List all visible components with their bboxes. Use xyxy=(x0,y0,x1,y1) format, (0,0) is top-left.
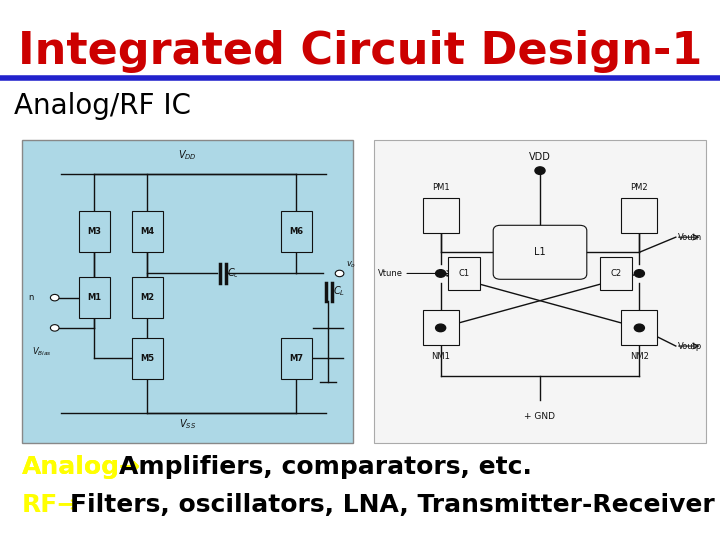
Text: C1: C1 xyxy=(458,269,469,278)
Circle shape xyxy=(436,324,446,332)
Circle shape xyxy=(634,324,644,332)
Text: $V_{DD}$: $V_{DD}$ xyxy=(178,148,197,161)
Text: Filters, oscillators, LNA, Transmitter-Receiver etc.: Filters, oscillators, LNA, Transmitter-R… xyxy=(70,493,720,517)
Bar xyxy=(448,257,480,289)
Text: M2: M2 xyxy=(140,293,155,302)
Text: PM2: PM2 xyxy=(631,183,648,192)
Text: Voutp: Voutp xyxy=(678,341,702,350)
Text: M4: M4 xyxy=(140,227,155,235)
Bar xyxy=(132,277,163,318)
Text: $v_o$: $v_o$ xyxy=(346,260,356,271)
Text: Analog→: Analog→ xyxy=(22,455,140,479)
Text: VDD: VDD xyxy=(529,152,551,163)
Bar xyxy=(621,310,657,345)
Text: RF→: RF→ xyxy=(22,493,79,517)
Text: + GND: + GND xyxy=(524,412,556,421)
Bar xyxy=(621,198,657,233)
Bar xyxy=(22,140,353,443)
FancyBboxPatch shape xyxy=(493,225,587,279)
Text: Amplifiers, comparators, etc.: Amplifiers, comparators, etc. xyxy=(119,455,531,479)
Text: M3: M3 xyxy=(87,227,102,235)
Text: PM1: PM1 xyxy=(432,183,449,192)
Circle shape xyxy=(50,325,59,331)
Bar xyxy=(423,198,459,233)
Text: NM1: NM1 xyxy=(431,352,450,361)
Bar xyxy=(281,338,312,379)
Text: L1: L1 xyxy=(534,247,546,257)
Circle shape xyxy=(535,167,545,174)
Text: Analog→: Analog→ xyxy=(22,455,140,479)
Bar xyxy=(132,211,163,252)
Circle shape xyxy=(634,269,644,277)
Circle shape xyxy=(50,294,59,301)
Text: $C_c$: $C_c$ xyxy=(227,267,239,280)
Text: Voutn: Voutn xyxy=(678,233,702,242)
Text: M5: M5 xyxy=(140,354,155,363)
Text: C2: C2 xyxy=(611,269,622,278)
Text: Vtune: Vtune xyxy=(378,269,402,278)
Bar xyxy=(78,211,110,252)
Text: $V_{SS}$: $V_{SS}$ xyxy=(179,417,196,431)
Circle shape xyxy=(436,269,446,277)
Text: Analog/RF IC: Analog/RF IC xyxy=(14,92,192,120)
Text: n: n xyxy=(28,293,34,302)
Text: $V_{Bias}$: $V_{Bias}$ xyxy=(32,346,51,359)
Text: Integrated Circuit Design-1: Integrated Circuit Design-1 xyxy=(18,30,702,73)
Text: $C_L$: $C_L$ xyxy=(333,285,346,299)
Bar xyxy=(423,310,459,345)
Bar xyxy=(374,140,706,443)
Text: M1: M1 xyxy=(87,293,102,302)
Text: NM2: NM2 xyxy=(630,352,649,361)
Circle shape xyxy=(336,270,344,276)
Bar xyxy=(78,277,110,318)
Bar xyxy=(132,338,163,379)
Text: M6: M6 xyxy=(289,227,304,235)
Bar xyxy=(600,257,632,289)
Text: M7: M7 xyxy=(289,354,304,363)
Bar xyxy=(281,211,312,252)
